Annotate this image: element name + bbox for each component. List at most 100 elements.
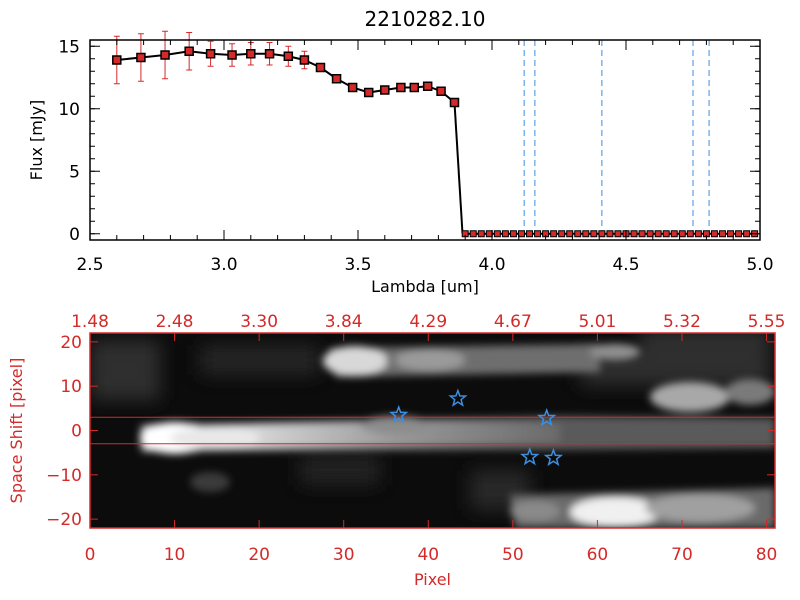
- source-star-marker: [389, 404, 409, 424]
- x-tick-label: 3.0: [210, 255, 237, 275]
- flux-zero-point: [558, 230, 566, 238]
- pixel-axis-title: Pixel: [414, 570, 451, 589]
- flux-zero-point: [670, 230, 678, 238]
- pixel-tick-label: 0: [85, 545, 96, 565]
- flux-data-point: [409, 82, 420, 93]
- flux-zero-point: [493, 230, 501, 238]
- flux-data-point: [160, 50, 170, 60]
- plot-frame: [89, 39, 761, 241]
- x-tick-label: 5.0: [746, 255, 773, 275]
- flux-zero-point: [598, 230, 606, 238]
- flux-zero-point: [694, 230, 702, 238]
- wavelength-tick-label: 1.48: [71, 312, 109, 332]
- shift-tick-label: 20: [60, 333, 82, 353]
- flux-data-point: [136, 52, 146, 63]
- spectral-image-overlay: 0 10 20 30 40 50 60 70 80 1.48 2.48 3.30 3.84 4.29 4.6…: [7, 312, 785, 589]
- flux-zero-point: [662, 230, 670, 238]
- pixel-tick-label: 80: [756, 545, 778, 565]
- y-tick-label: 15: [58, 37, 80, 57]
- flux-zero-point: [718, 230, 726, 238]
- pixel-tick-label: 40: [417, 545, 439, 565]
- source-star-marker: [543, 447, 564, 467]
- flux-zero-point: [566, 230, 574, 238]
- flux-series-line: [453, 102, 464, 234]
- flux-data-point: [205, 49, 216, 59]
- pixel-tick-label: 10: [164, 545, 186, 565]
- shift-tick-label: 10: [60, 377, 82, 397]
- shift-tick-label: −10: [46, 466, 82, 486]
- wavelength-tick-label: 5.01: [578, 312, 616, 332]
- flux-zero-point: [727, 230, 735, 238]
- y-tick-label: 0: [69, 225, 80, 245]
- flux-data-point: [299, 55, 310, 65]
- flux-zero-point: [477, 230, 485, 238]
- flux-zero-point: [638, 230, 646, 238]
- wavelength-tick-label: 3.30: [240, 312, 278, 332]
- pixel-tick-label: 20: [248, 545, 270, 565]
- flux-data-point: [112, 55, 122, 65]
- flux-zero-point: [534, 230, 542, 238]
- x-axis-title: Lambda [um]: [371, 277, 479, 296]
- flux-data-point: [184, 46, 194, 56]
- pixel-tick-label: 50: [502, 545, 524, 565]
- flux-data-point: [315, 62, 326, 73]
- flux-data-point: [436, 86, 446, 96]
- flux-zero-point: [517, 230, 525, 238]
- flux-zero-point: [710, 230, 718, 238]
- flux-data-point: [363, 87, 374, 98]
- flux-data-point: [331, 74, 342, 84]
- flux-data-point: [227, 50, 237, 60]
- flux-zero-point: [469, 230, 477, 238]
- flux-data-point: [246, 49, 256, 59]
- source-star-marker: [520, 446, 540, 466]
- flux-zero-point: [614, 230, 622, 238]
- wavelength-tick-label: 2.48: [156, 312, 194, 332]
- wavelength-tick-label: 3.84: [325, 312, 363, 332]
- pixel-tick-label: 70: [671, 545, 693, 565]
- flux-zero-point: [574, 230, 582, 238]
- pixel-tick-label: 30: [333, 545, 355, 565]
- x-tick-label: 4.5: [612, 255, 639, 275]
- flux-zero-point: [501, 230, 509, 238]
- flux-zero-point: [735, 230, 743, 238]
- wavelength-tick-label: 5.55: [748, 312, 786, 332]
- flux-zero-point: [606, 230, 614, 238]
- flux-zero-point: [646, 230, 654, 238]
- source-star-marker: [537, 407, 557, 427]
- flux-data-point: [449, 97, 460, 108]
- flux-zero-point: [582, 230, 590, 238]
- y-axis-title: Flux [mJy]: [27, 100, 46, 181]
- wavelength-tick-label: 4.67: [494, 312, 532, 332]
- spectral-image-plot: 0 10 20 30 40 50 60 70 80 1.48 2.48 3.30 3.84 4.29 4.6…: [7, 312, 785, 589]
- flux-zero-point: [485, 230, 493, 238]
- x-tick-label: 2.5: [76, 255, 103, 275]
- y-tick-label: 5: [69, 162, 80, 182]
- wavelength-tick-label: 5.32: [663, 312, 701, 332]
- flux-zero-point: [743, 230, 751, 238]
- flux-data-point: [264, 49, 275, 59]
- wavelength-tick-label: 4.29: [409, 312, 447, 332]
- flux-zero-point: [678, 230, 686, 238]
- flux-data-point: [347, 82, 358, 93]
- flux-data-point: [283, 51, 294, 61]
- flux-data-point: [396, 82, 406, 93]
- source-star-marker: [448, 388, 468, 407]
- x-tick-label: 3.5: [344, 255, 371, 275]
- flux-zero-point: [550, 230, 558, 238]
- flux-zero-point: [526, 230, 534, 238]
- flux-zero-point: [654, 230, 662, 238]
- flux-zero-point: [509, 230, 517, 238]
- flux-zero-point: [630, 230, 638, 238]
- chart-title: 2210282.10: [365, 7, 486, 31]
- spectrum-plot: 2.5 3.0 3.5 4.0 4.5 5.0 0 5 10 15 Lambda [um] Flux …: [27, 30, 774, 296]
- y-tick-label: 10: [58, 100, 80, 120]
- pixel-tick-label: 60: [587, 545, 609, 565]
- shift-axis-title: Space Shift [pixel]: [7, 358, 26, 504]
- shift-tick-label: 0: [71, 422, 82, 442]
- x-tick-label: 4.0: [478, 255, 505, 275]
- flux-data-point: [380, 85, 390, 95]
- spectral-image: [90, 333, 775, 528]
- flux-data-point: [422, 81, 433, 91]
- shift-tick-label: −20: [46, 510, 82, 530]
